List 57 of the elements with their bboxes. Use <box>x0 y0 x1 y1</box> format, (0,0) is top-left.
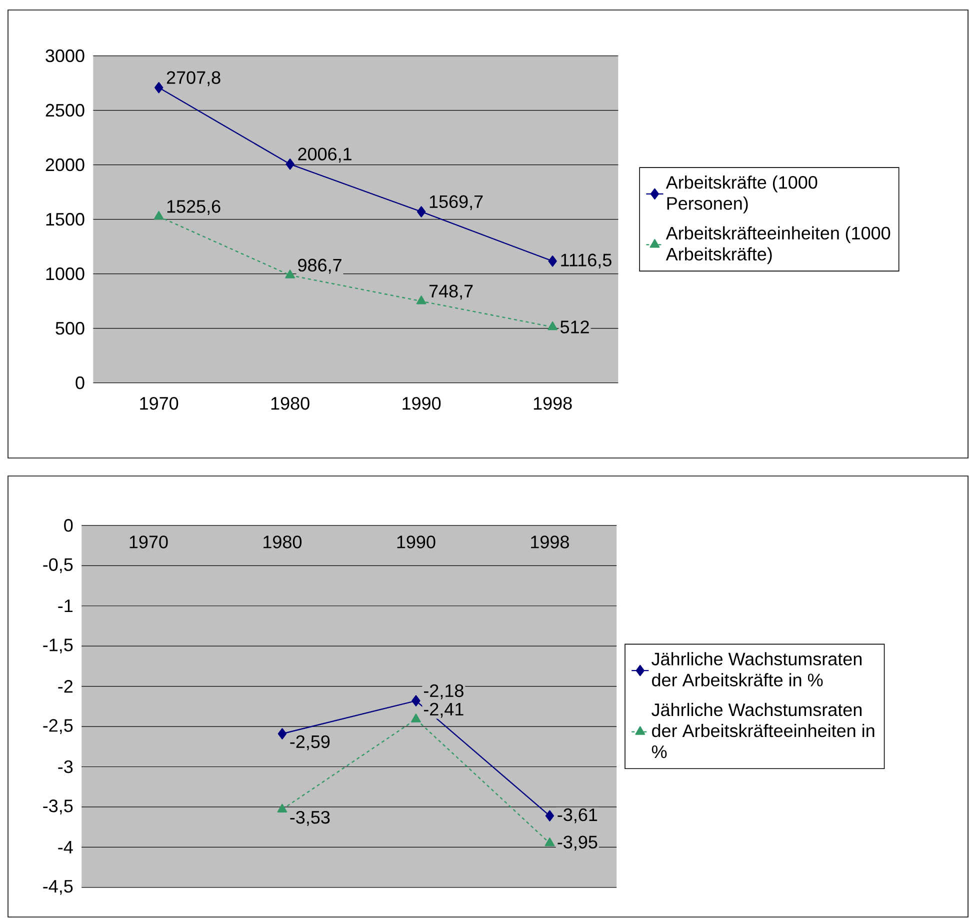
point <box>544 838 555 846</box>
point <box>411 714 421 722</box>
y-tick-label: -4,5 <box>43 880 73 895</box>
point <box>416 206 426 218</box>
y-tick-label: -2,5 <box>43 719 73 734</box>
y-tick-label: -2 <box>58 680 72 693</box>
y-tick-label: -4 <box>58 840 73 854</box>
point <box>545 810 554 822</box>
point <box>286 158 294 170</box>
y-tick-label: 2500 <box>46 104 84 117</box>
x-tick-label: 1990 <box>397 536 436 548</box>
legend-label: Arbeitskräfte (1000 Personen) <box>666 176 818 214</box>
x-tick-label: 1980 <box>271 396 310 410</box>
y-tick-label: 2000 <box>46 158 84 172</box>
y-tick-label: 1000 <box>46 267 84 280</box>
y-tick-label: -1 <box>58 600 73 612</box>
y-tick-label: 0 <box>64 519 73 532</box>
data-label: -2,59 <box>290 735 330 750</box>
legend-label: Jährliche Wachstumsraten der Arbeitskräfteeinheiten in % <box>652 702 874 758</box>
point <box>278 728 287 740</box>
data-label: 2707,8 <box>166 71 220 86</box>
point <box>416 296 426 304</box>
y-tick-label: -0,5 <box>43 558 73 574</box>
y-tick-label: 0 <box>76 376 84 390</box>
y-tick-label: -3,5 <box>43 800 73 814</box>
data-label: -2,18 <box>424 684 464 700</box>
data-label: -2,41 <box>424 702 464 718</box>
legend-label: Jährliche Wachstumsraten der Arbeitskräfte in % <box>652 652 862 686</box>
data-label: 2006,1 <box>298 148 352 163</box>
y-tick-label: -3 <box>58 760 73 774</box>
x-tick-label: 1980 <box>264 536 302 548</box>
x-tick-label: 1970 <box>140 396 178 410</box>
x-tick-label: 1970 <box>130 536 168 548</box>
data-label: -3,95 <box>558 836 598 851</box>
data-label: 1116,5 <box>561 254 612 269</box>
point <box>412 695 420 706</box>
point <box>277 804 288 812</box>
data-label: 748,7 <box>429 284 473 300</box>
point <box>548 321 558 330</box>
data-label: 1569,7 <box>430 195 483 210</box>
point <box>154 82 164 94</box>
point <box>548 256 557 267</box>
y-tick-label: 3000 <box>46 49 84 62</box>
y-tick-label: 500 <box>56 322 84 335</box>
data-label: 986,7 <box>298 258 342 274</box>
data-label: -3,61 <box>558 808 598 824</box>
data-label: 1525,6 <box>167 200 220 215</box>
point <box>154 210 164 220</box>
y-tick-label: 1500 <box>46 212 84 226</box>
x-tick-label: 1998 <box>531 536 569 548</box>
point <box>285 270 295 278</box>
x-tick-label: 1990 <box>402 396 441 410</box>
data-label: -3,53 <box>290 810 330 826</box>
x-tick-label: 1998 <box>534 396 572 410</box>
data-label: 512 <box>560 320 589 334</box>
legend-label: Arbeitskräfteeinheiten (1000 Arbeitskräfte) <box>666 226 890 264</box>
y-tick-label: -1,5 <box>43 638 73 654</box>
